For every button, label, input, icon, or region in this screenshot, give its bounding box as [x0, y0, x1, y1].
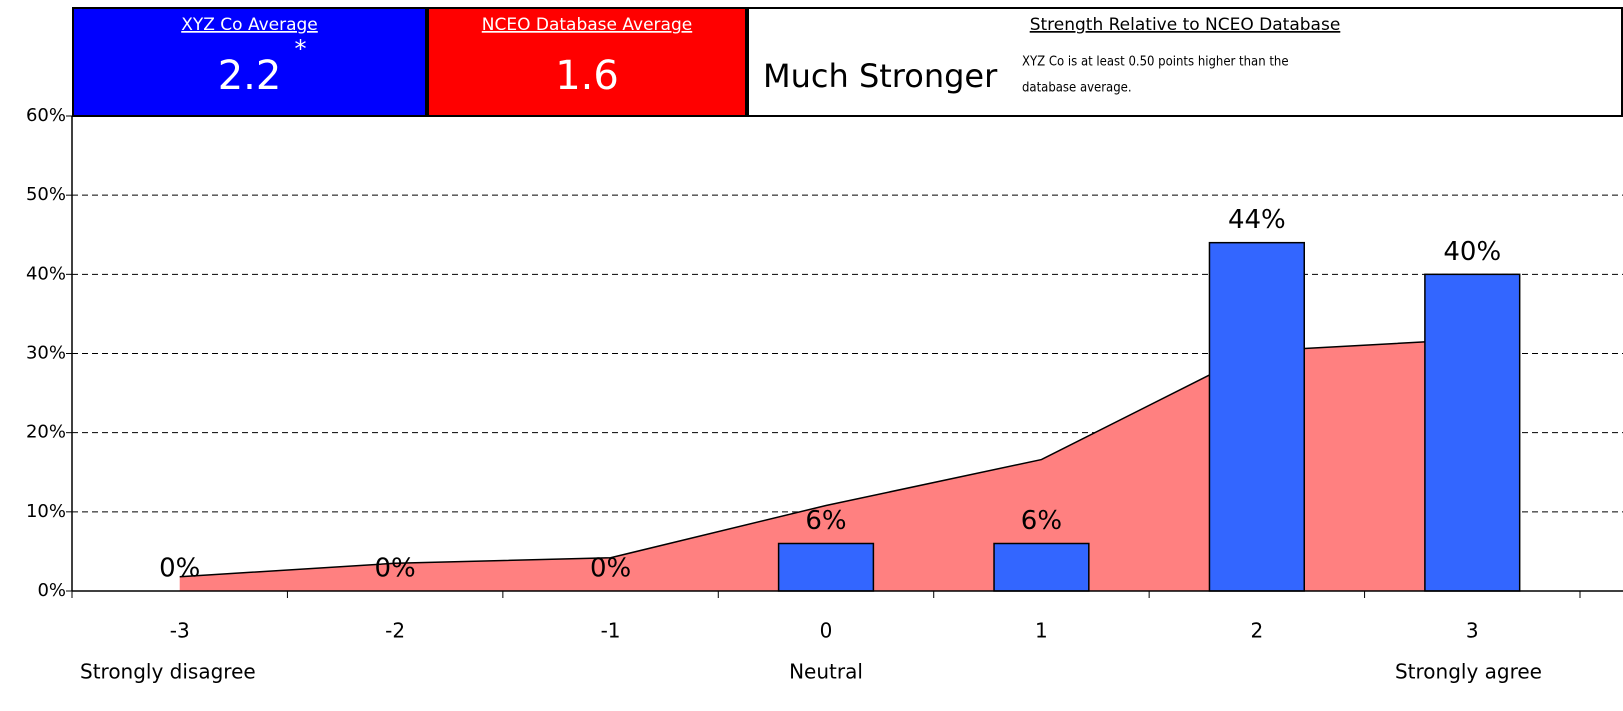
- y-tick-label: 20%: [26, 422, 66, 443]
- data-label: 40%: [1443, 237, 1501, 267]
- header-title: Strength Relative to NCEO Database: [1030, 15, 1341, 35]
- y-tick-label: 60%: [26, 105, 66, 126]
- data-label: 6%: [805, 506, 846, 536]
- header-box: [747, 7, 1623, 117]
- x-tick-label: -2: [385, 619, 405, 643]
- data-label: 44%: [1228, 205, 1286, 235]
- bar: [1208, 241, 1306, 592]
- y-tick-label: 10%: [26, 501, 66, 522]
- header-value: 2.2: [218, 53, 282, 99]
- y-tick-label: 50%: [26, 184, 66, 205]
- header-value: Much Stronger: [763, 57, 998, 95]
- x-tick-label: 0: [820, 619, 833, 643]
- category-description: Neutral: [789, 660, 863, 684]
- y-tick-label: 0%: [37, 580, 66, 601]
- header-title: NCEO Database Average: [482, 15, 692, 35]
- category-description: Strongly disagree: [80, 660, 256, 684]
- y-tick-label: 30%: [26, 343, 66, 364]
- category-description: Strongly agree: [1395, 660, 1542, 684]
- x-tick-label: 2: [1250, 619, 1263, 643]
- x-tick-label: -1: [601, 619, 621, 643]
- data-label: 0%: [159, 554, 200, 584]
- bar: [777, 542, 875, 592]
- header-title: XYZ Co Average: [181, 15, 318, 35]
- header-value: 1.6: [555, 53, 619, 99]
- x-tick-label: -3: [170, 619, 190, 643]
- x-tick-label: 3: [1466, 619, 1479, 643]
- area: [179, 339, 1473, 591]
- header-mark: *: [295, 35, 307, 63]
- data-label: 0%: [375, 554, 416, 584]
- header-note: XYZ Co is at least 0.50 points higher th…: [1022, 55, 1289, 70]
- bar: [993, 542, 1090, 592]
- header-note: database average.: [1022, 81, 1132, 96]
- header-box: [72, 7, 427, 117]
- bar: [1424, 273, 1521, 592]
- data-label: 0%: [590, 554, 631, 584]
- data-label: 6%: [1021, 506, 1062, 536]
- header-box: [427, 7, 747, 117]
- x-tick-label: 1: [1035, 619, 1048, 643]
- y-tick-label: 40%: [26, 263, 66, 284]
